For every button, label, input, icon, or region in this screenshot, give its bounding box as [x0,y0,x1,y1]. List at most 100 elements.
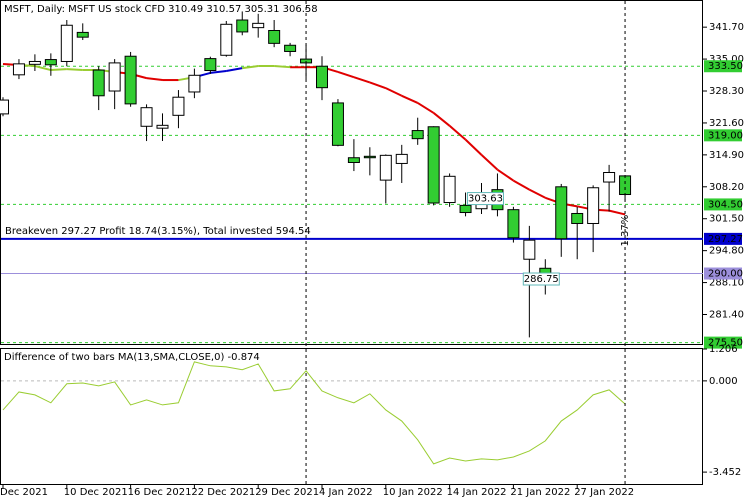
y-tick-label: 341.70 [709,22,744,33]
x-tick-label: 22 Dec 2021 [191,487,255,498]
moving-average [464,138,483,156]
moving-average [50,68,67,72]
price-label: 303.63 [468,194,503,205]
candle-body [12,63,25,76]
y-tick-label: 288.10 [709,278,744,289]
moving-average [353,76,371,84]
y-tick-label: 0.000 [709,376,738,387]
candle-body [363,155,376,159]
moving-average [608,209,626,216]
candle-body [268,29,281,44]
y-tick-label: 321.60 [709,118,744,129]
candle-body [571,212,584,224]
y-tick-label: 294.80 [709,246,744,257]
moving-average [448,125,467,141]
candle-body [379,154,392,181]
indicator-title: Difference of two bars MA(13,SMA,CLOSE,0… [4,352,260,363]
candle-body [0,99,9,115]
moving-average [480,154,499,171]
x-tick-label: 21 Jan 2022 [510,487,570,498]
moving-average [210,70,227,74]
y-tick-label: -3.452 [709,467,741,478]
x-tick-label: 16 Dec 2021 [128,487,192,498]
level-label-bg [704,60,742,73]
y-tick-label: 328.30 [709,86,744,97]
x-tick-label: 29 Dec 2021 [255,487,319,498]
candle-body [555,186,568,240]
indicator-line [2,361,626,465]
candle-body [603,172,616,183]
candle-body [411,130,424,140]
level-label-bg [704,232,742,245]
candle-body [44,59,57,66]
price-label-box [522,272,560,286]
breakeven-text: Breakeven 297.27 Profit 18.74(3.15%), To… [5,226,311,237]
moving-average [337,71,355,79]
x-tick-label: 4 Jan 2022 [319,487,373,498]
level-label-bg [704,267,742,280]
level-label: 333.50 [708,61,743,72]
candle-body [316,65,328,89]
moving-average [242,65,259,70]
y-tick-label: 281.40 [709,310,744,321]
candle-body [172,96,185,116]
candle-body [523,239,536,260]
moving-average [433,112,451,127]
candle-body [587,187,600,224]
x-tick-label: 6 Dec 2021 [0,487,48,498]
y-tick-label: 301.50 [709,214,744,225]
price-label-box [466,192,504,206]
candle-body [331,102,344,146]
candle-body [204,58,217,72]
candle-body [156,124,169,129]
moving-average [146,77,163,82]
candle-body [395,153,408,164]
candle-body [28,60,41,65]
x-tick-label: 14 Jan 2022 [447,487,507,498]
candle-body [188,74,201,93]
x-tick-label: 27 Jan 2022 [574,487,634,498]
level-label: 319.00 [708,130,743,141]
candle-body [236,19,249,33]
level-label-bg [704,129,742,142]
moving-average [274,65,291,69]
candle-body [124,55,137,105]
x-tick-label: 10 Dec 2021 [64,487,128,498]
level-label: 304.50 [708,199,743,210]
level-label-bg [704,336,742,349]
moving-average [417,102,435,114]
level-label-bg [704,198,742,211]
y-tick-label: 308.20 [709,182,744,193]
moving-average [512,179,530,191]
candle-body [140,107,153,127]
change-label: -1.37% [620,215,631,250]
moving-average [528,188,546,199]
candle-body [252,22,265,29]
x-tick-label: 10 Jan 2022 [383,487,443,498]
y-tick-label: 1.206 [709,344,738,355]
level-label: 297.27 [708,234,743,245]
moving-average [66,68,83,72]
main-pane-frame [0,0,703,345]
candle-body [459,204,472,214]
candle-body [60,24,73,62]
candle-body [427,126,440,204]
indicator-pane-frame [0,348,703,485]
candle-body [619,175,632,196]
chart-title: MSFT, Daily: MSFT US stock CFD 310.49 31… [4,4,318,15]
moving-average [34,65,52,72]
moving-average [496,168,514,182]
y-tick-label: 335.00 [709,54,744,65]
price-label: 286.75 [524,274,559,285]
moving-average [401,94,419,104]
level-label: 290.00 [708,269,743,280]
candle-body [347,157,360,163]
candle-body [76,31,89,38]
candle-body [92,69,105,97]
candle-body [108,62,121,92]
moving-average [369,81,387,90]
candle-body [507,209,520,239]
moving-average [226,67,243,72]
moving-average [385,87,403,97]
